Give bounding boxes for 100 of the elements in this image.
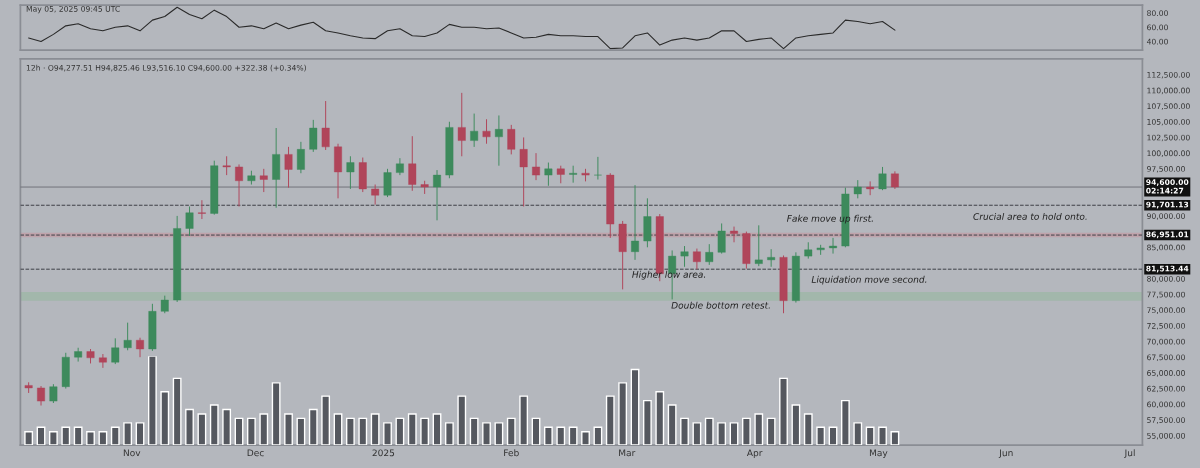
bar [791, 404, 801, 446]
candlestick [284, 146, 293, 189]
bar [110, 426, 120, 446]
candlestick [49, 383, 58, 404]
candlestick [532, 152, 540, 181]
candlestick [346, 155, 355, 190]
bar [73, 426, 83, 446]
candlestick [717, 222, 726, 255]
bar [605, 395, 615, 446]
bar [407, 413, 417, 446]
bar [123, 422, 133, 446]
x-tick-label: Apr [746, 449, 763, 458]
candlestick [37, 385, 45, 407]
x-tick-label: Nov [123, 449, 141, 457]
bar [24, 431, 34, 446]
x-tick-label: Dec [247, 449, 264, 457]
bar [519, 395, 529, 446]
annotation: Liquidation move second. [811, 275, 927, 285]
candlestick [754, 224, 763, 267]
candlestick [259, 168, 268, 193]
candlestick [519, 136, 528, 207]
bar [469, 417, 479, 446]
candlestick [408, 135, 417, 192]
bar [86, 431, 95, 446]
bar [209, 404, 219, 446]
candlestick [383, 168, 392, 198]
candlestick [730, 226, 738, 243]
candlestick [111, 337, 120, 365]
candlestick [853, 179, 862, 199]
candlestick [482, 118, 491, 145]
bar [48, 431, 58, 446]
candlestick [593, 156, 602, 180]
bar [457, 395, 467, 446]
bar [581, 431, 590, 446]
x-tick-label: Mar [619, 449, 636, 457]
candlestick [507, 124, 516, 155]
bar [308, 408, 318, 446]
bar [618, 382, 628, 446]
candlestick [123, 322, 132, 351]
bar [692, 422, 702, 446]
bar [741, 417, 751, 446]
bar [704, 417, 714, 446]
bar [222, 408, 232, 446]
candlestick [235, 163, 243, 207]
bar [296, 417, 306, 446]
bar [284, 413, 293, 446]
bar [853, 422, 863, 446]
bar [333, 413, 343, 446]
bar [98, 431, 108, 446]
candlestick [321, 100, 330, 151]
x-tick-label: Jul [1124, 449, 1135, 458]
candlestick [829, 237, 837, 255]
bar [717, 422, 727, 446]
bar [370, 413, 380, 446]
bar [395, 417, 405, 446]
bar [642, 399, 652, 446]
bar [593, 426, 603, 446]
bar [816, 426, 826, 446]
bar [160, 391, 170, 446]
candlestick [705, 243, 714, 266]
candlestick [296, 141, 305, 174]
candlestick [371, 184, 380, 206]
bar [321, 395, 331, 446]
bar [556, 426, 566, 446]
bar [754, 413, 764, 446]
bar [420, 417, 430, 446]
bar [543, 426, 553, 446]
bar [779, 377, 788, 446]
candlestick [631, 184, 639, 261]
bar [271, 382, 281, 446]
bar [185, 408, 194, 446]
candlestick [544, 162, 553, 187]
bar [172, 377, 182, 446]
bar [667, 404, 677, 446]
annotation: Higher low area. [632, 270, 706, 280]
bar [234, 417, 244, 446]
candlestick [433, 169, 441, 221]
annotation: Double bottom retest. [671, 301, 770, 309]
bar [865, 426, 875, 446]
bar [680, 417, 689, 446]
bar [135, 422, 145, 446]
bar [766, 417, 776, 446]
candlestick [309, 119, 318, 153]
candlestick [680, 245, 689, 268]
bar [432, 413, 442, 446]
bar [197, 413, 207, 446]
candlestick [136, 337, 144, 358]
bar [729, 422, 739, 446]
candlestick [98, 353, 107, 369]
bar [803, 413, 813, 446]
x-tick-label: 2025 [372, 449, 395, 457]
bar [444, 422, 454, 446]
bar [482, 422, 491, 446]
x-tick-label: Jun [998, 449, 1013, 458]
bar [890, 431, 900, 446]
candlestick [569, 165, 578, 184]
bar [147, 356, 157, 446]
x-tick-label: May [869, 449, 888, 458]
x-tick-label: Feb [504, 449, 519, 457]
bar [358, 417, 368, 446]
